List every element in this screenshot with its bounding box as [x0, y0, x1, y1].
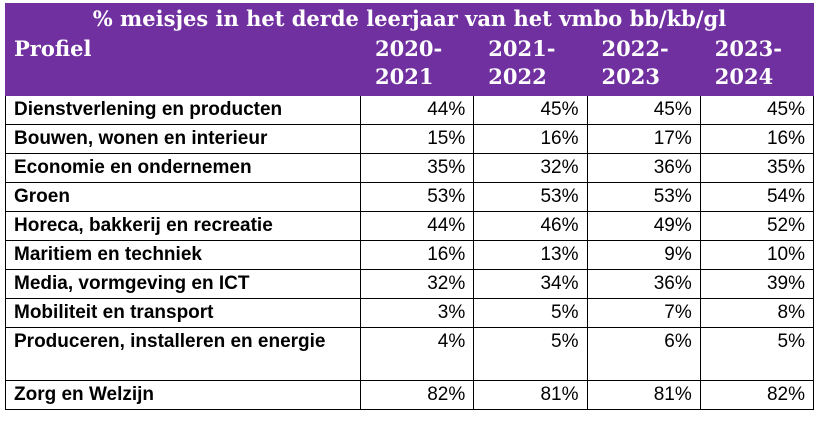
header-year-1-line2: 2021 [375, 64, 434, 89]
table-row: Groen 53% 53% 53% 54% [5, 182, 815, 212]
cell-value: 16% [699, 124, 815, 154]
cell-value: 17% [586, 124, 701, 154]
header-row: Profiel 2020- 2021 2021- 2022 2022- 2023… [5, 34, 815, 96]
cell-value: 53% [586, 182, 701, 212]
cell-value: 49% [586, 211, 701, 241]
table-row: Produceren, installeren en energie 4% 5%… [5, 327, 815, 381]
cell-value: 45% [699, 95, 815, 125]
cell-value: 13% [473, 240, 588, 270]
row-label: Bouwen, wonen en interieur [5, 124, 361, 154]
cell-value: 81% [473, 380, 588, 410]
cell-value: 5% [699, 327, 815, 381]
row-label: Maritiem en techniek [5, 240, 361, 270]
cell-value: 7% [586, 298, 701, 328]
table-row: Horeca, bakkerij en recreatie 44% 46% 49… [5, 211, 815, 241]
header-year-2: 2021- 2022 [473, 34, 588, 96]
cell-value: 45% [586, 95, 701, 125]
cell-value: 34% [473, 269, 588, 299]
header-year-4: 2023- 2024 [699, 34, 815, 96]
cell-value: 4% [359, 327, 475, 381]
cell-value: 3% [359, 298, 475, 328]
row-label: Horeca, bakkerij en recreatie [5, 211, 361, 241]
cell-value: 81% [586, 380, 701, 410]
cell-value: 82% [699, 380, 815, 410]
row-label: Zorg en Welzijn [5, 380, 361, 410]
table-row: Mobiliteit en transport 3% 5% 7% 8% [5, 298, 815, 328]
cell-value: 54% [699, 182, 815, 212]
header-year-1-line1: 2020- [375, 36, 443, 61]
table-title: % meisjes in het derde leerjaar van het … [5, 3, 814, 35]
cell-value: 8% [699, 298, 815, 328]
cell-value: 6% [586, 327, 701, 381]
cell-value: 53% [473, 182, 588, 212]
row-label: Economie en ondernemen [5, 153, 361, 183]
cell-value: 32% [473, 153, 588, 183]
cell-value: 16% [473, 124, 588, 154]
title-row: % meisjes in het derde leerjaar van het … [5, 3, 814, 35]
header-year-4-line2: 2024 [714, 64, 774, 89]
cell-value: 36% [586, 269, 701, 299]
data-table-container: % meisjes in het derde leerjaar van het … [5, 3, 815, 410]
cell-value: 35% [699, 153, 815, 183]
cell-value: 15% [359, 124, 475, 154]
header-year-1: 2020- 2021 [359, 34, 475, 96]
cell-value: 10% [699, 240, 815, 270]
row-label: Media, vormgeving en ICT [5, 269, 361, 299]
table-row: Zorg en Welzijn 82% 81% 81% 82% [5, 380, 815, 410]
header-year-2-line1: 2021- [488, 36, 556, 61]
table-row: Bouwen, wonen en interieur 15% 16% 17% 1… [5, 124, 815, 154]
header-year-3: 2022- 2023 [586, 34, 701, 96]
cell-value: 52% [699, 211, 815, 241]
row-label: Produceren, installeren en energie [5, 327, 361, 381]
header-year-3-line1: 2022- [601, 36, 669, 61]
cell-value: 39% [699, 269, 815, 299]
header-year-3-line2: 2023 [601, 64, 660, 89]
data-table: % meisjes in het derde leerjaar van het … [5, 3, 815, 410]
table-row: Dienstverlening en producten 44% 45% 45%… [5, 95, 815, 125]
cell-value: 45% [473, 95, 588, 125]
cell-value: 32% [359, 269, 475, 299]
header-year-4-line1: 2023- [714, 36, 782, 61]
cell-value: 35% [359, 153, 475, 183]
row-label: Mobiliteit en transport [5, 298, 361, 328]
cell-value: 5% [473, 327, 588, 381]
cell-value: 5% [473, 298, 588, 328]
table-row: Economie en ondernemen 35% 32% 36% 35% [5, 153, 815, 183]
cell-value: 9% [586, 240, 701, 270]
table-row: Media, vormgeving en ICT 32% 34% 36% 39% [5, 269, 815, 299]
cell-value: 44% [359, 95, 475, 125]
row-label: Groen [5, 182, 361, 212]
cell-value: 16% [359, 240, 475, 270]
header-year-2-line2: 2022 [488, 64, 547, 89]
cell-value: 82% [359, 380, 475, 410]
table-row: Maritiem en techniek 16% 13% 9% 10% [5, 240, 815, 270]
header-profiel: Profiel [5, 34, 361, 96]
cell-value: 36% [586, 153, 701, 183]
cell-value: 53% [359, 182, 475, 212]
cell-value: 44% [359, 211, 475, 241]
cell-value: 46% [473, 211, 588, 241]
row-label: Dienstverlening en producten [5, 95, 361, 125]
